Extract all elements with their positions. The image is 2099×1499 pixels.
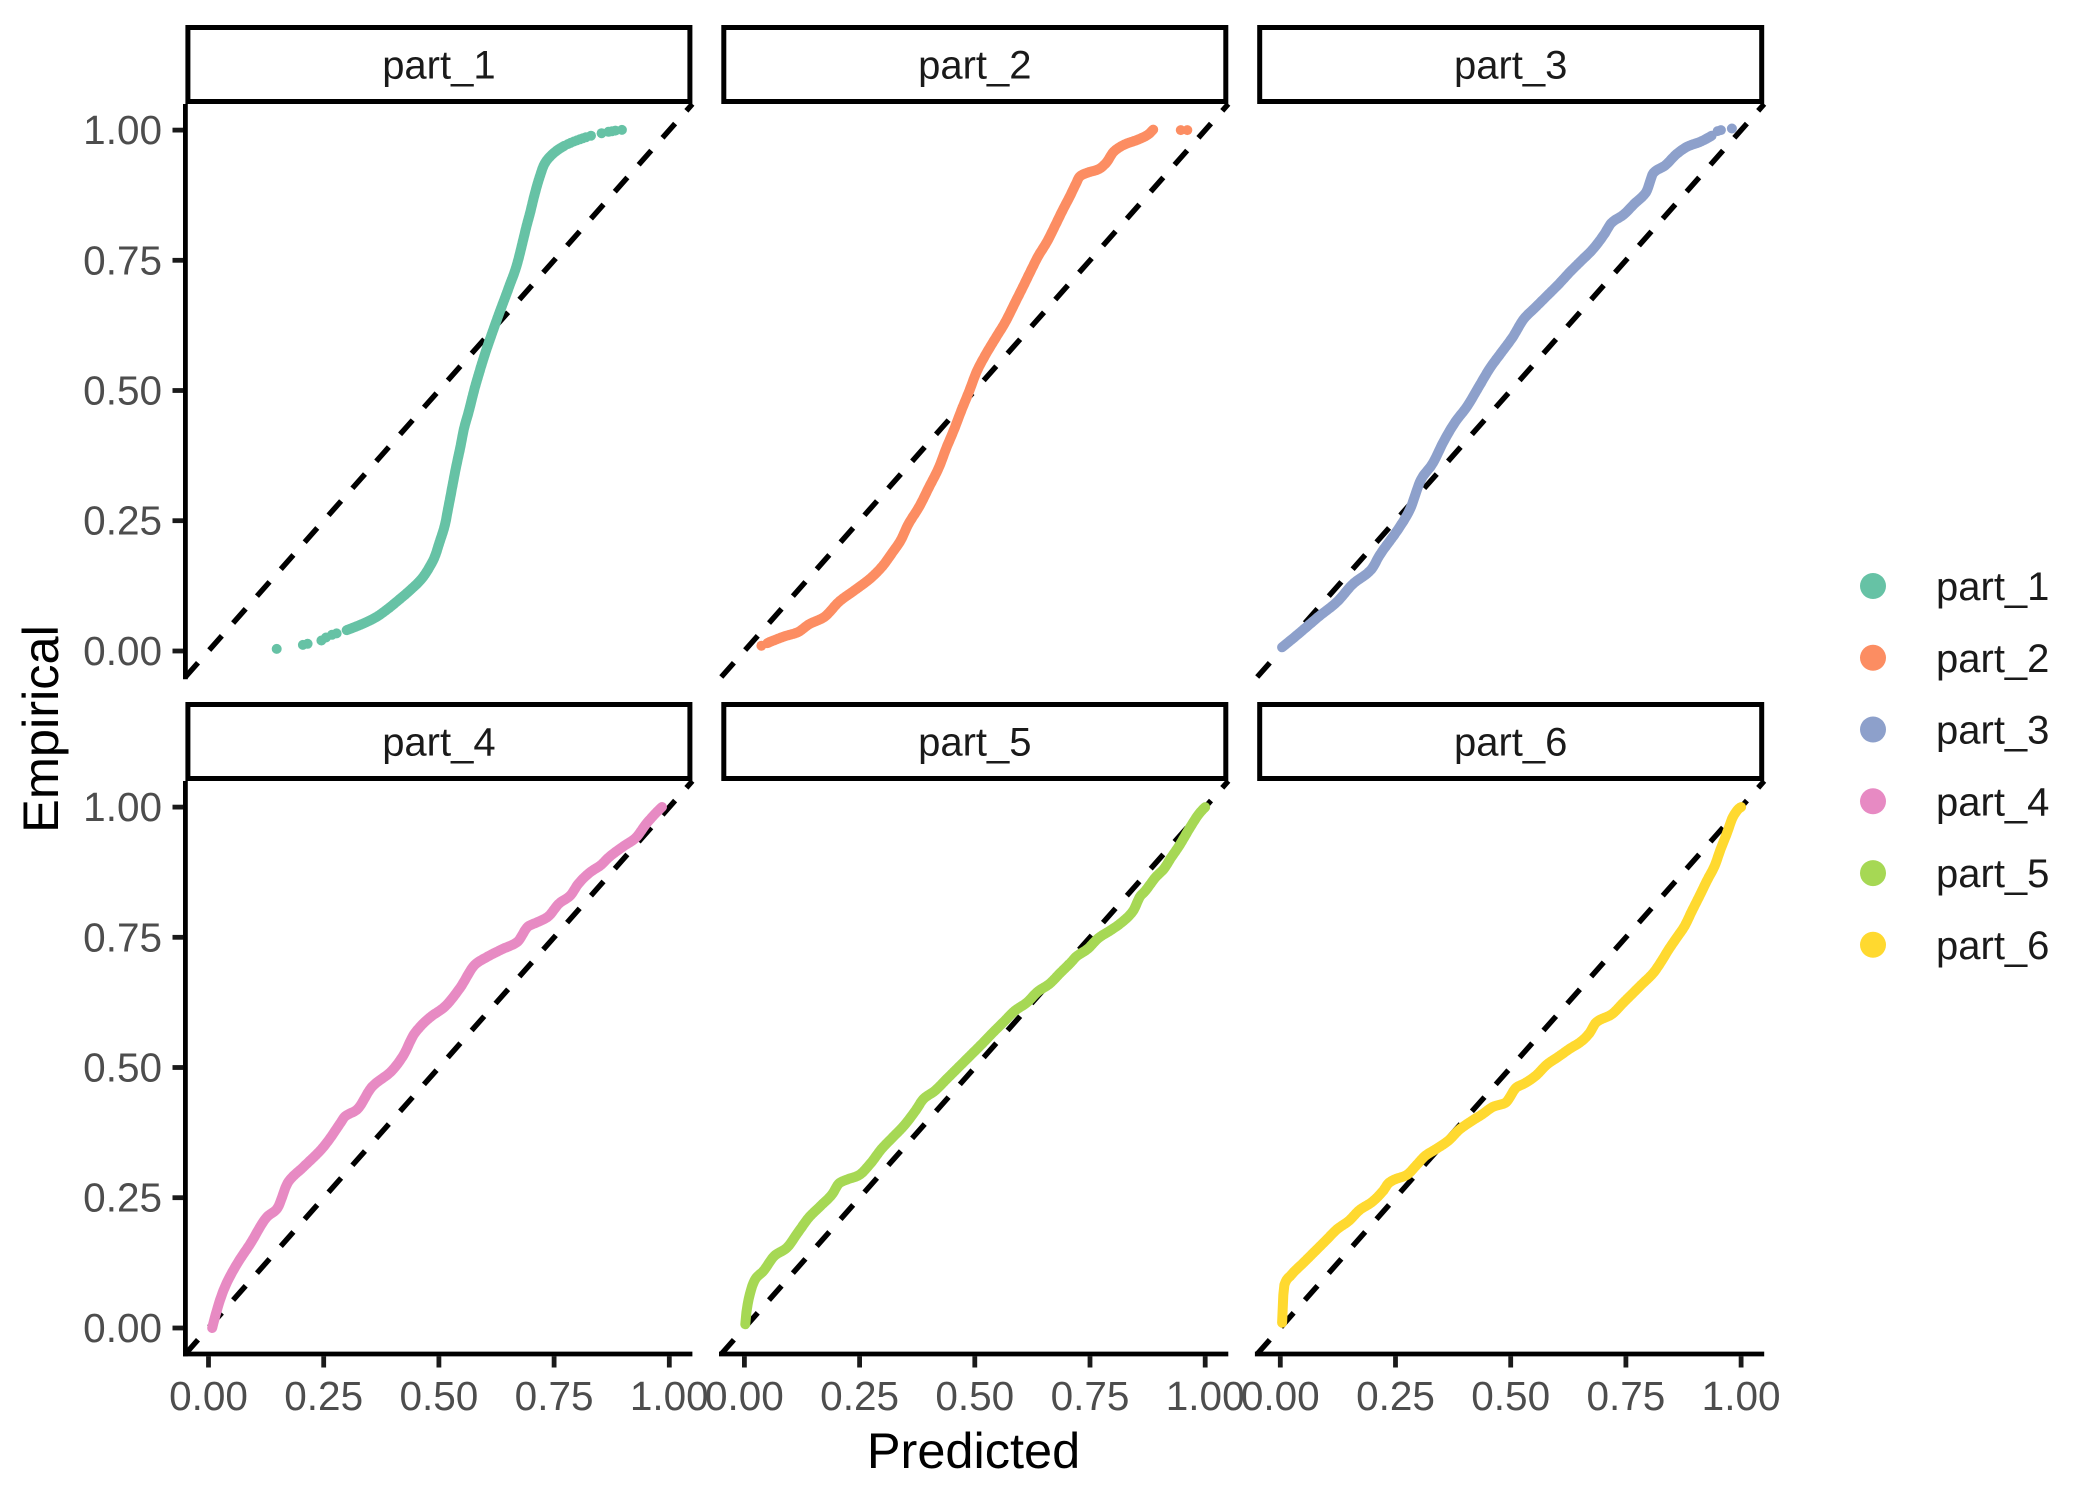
- svg-text:0.25: 0.25: [83, 498, 162, 544]
- svg-text:part_6: part_6: [1454, 721, 1567, 765]
- svg-text:0.25: 0.25: [1356, 1373, 1435, 1419]
- svg-text:0.25: 0.25: [820, 1373, 899, 1419]
- svg-text:part_4: part_4: [1936, 780, 2049, 824]
- svg-text:part_2: part_2: [918, 44, 1031, 88]
- svg-text:0.50: 0.50: [399, 1373, 478, 1419]
- svg-text:0.00: 0.00: [169, 1373, 248, 1419]
- svg-text:part_4: part_4: [382, 721, 495, 765]
- svg-text:part_1: part_1: [382, 44, 495, 88]
- svg-text:1.00: 1.00: [1702, 1373, 1781, 1419]
- svg-text:part_5: part_5: [918, 721, 1031, 765]
- svg-text:1.00: 1.00: [83, 784, 162, 830]
- svg-text:1.00: 1.00: [630, 1373, 709, 1419]
- svg-text:0.75: 0.75: [1586, 1373, 1665, 1419]
- svg-text:part_1: part_1: [1936, 565, 2049, 609]
- svg-text:1.00: 1.00: [1166, 1373, 1245, 1419]
- svg-text:0.50: 0.50: [1471, 1373, 1550, 1419]
- svg-text:0.75: 0.75: [83, 237, 162, 283]
- svg-text:0.00: 0.00: [1241, 1373, 1320, 1419]
- svg-text:0.50: 0.50: [83, 368, 162, 414]
- svg-text:Empirical: Empirical: [12, 625, 69, 833]
- svg-text:0.25: 0.25: [284, 1373, 363, 1419]
- svg-text:0.75: 0.75: [83, 914, 162, 960]
- svg-text:part_5: part_5: [1936, 852, 2049, 896]
- svg-text:1.00: 1.00: [83, 107, 162, 153]
- svg-text:0.50: 0.50: [83, 1045, 162, 1091]
- svg-text:part_6: part_6: [1936, 924, 2049, 968]
- svg-text:part_3: part_3: [1454, 44, 1567, 88]
- svg-text:part_2: part_2: [1936, 637, 2049, 681]
- svg-text:0.75: 0.75: [515, 1373, 594, 1419]
- svg-text:0.75: 0.75: [1051, 1373, 1130, 1419]
- svg-text:0.25: 0.25: [83, 1175, 162, 1221]
- svg-text:0.00: 0.00: [83, 628, 162, 674]
- svg-text:Predicted: Predicted: [867, 1422, 1080, 1479]
- svg-text:0.50: 0.50: [935, 1373, 1014, 1419]
- svg-text:0.00: 0.00: [705, 1373, 784, 1419]
- svg-text:part_3: part_3: [1936, 709, 2049, 753]
- svg-text:0.00: 0.00: [83, 1305, 162, 1351]
